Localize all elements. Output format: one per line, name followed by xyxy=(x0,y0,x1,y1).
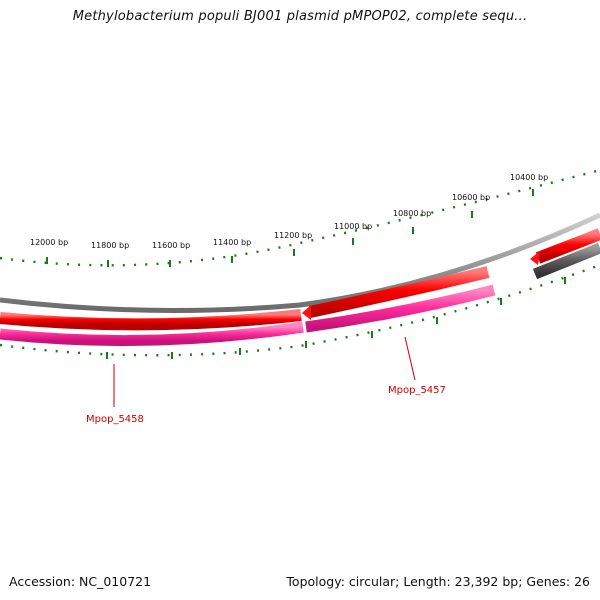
gene-label-leader xyxy=(404,336,416,381)
tick-label: 10800 bp xyxy=(393,209,431,218)
major-ticks-lower xyxy=(106,277,566,359)
gene-label-mpop-5457[interactable]: Mpop_5457 xyxy=(388,385,446,396)
cds-track-right xyxy=(305,284,496,333)
tick-label: 10400 bp xyxy=(510,173,548,182)
dark-gene-segment xyxy=(532,242,600,280)
cds-track-left xyxy=(0,321,304,347)
tick-label: 11600 bp xyxy=(152,241,190,250)
tick-label: 11200 bp xyxy=(274,231,312,240)
gene-arrowhead-middle xyxy=(302,305,311,320)
gene-arrowhead-right xyxy=(530,251,540,265)
tick-label: 11800 bp xyxy=(91,241,129,250)
map-title: Methylobacterium populi BJ001 plasmid pM… xyxy=(72,9,528,24)
tick-label: 11000 bp xyxy=(334,222,372,231)
tick-label: 12000 bp xyxy=(30,238,68,247)
major-ticks-upper xyxy=(46,189,534,267)
tick-label: 10600 bp xyxy=(452,193,490,202)
backbone-line xyxy=(0,212,600,313)
tick-label: 11400 bp xyxy=(213,238,251,247)
tick-labels: 12000 bp 11800 bp 11600 bp 11400 bp 1120… xyxy=(30,173,548,250)
gene-arc-left xyxy=(0,309,302,331)
gene-arc-middle xyxy=(308,266,490,318)
accession-text: Accession: NC_010721 xyxy=(9,574,152,589)
gene-label-mpop-5458[interactable]: Mpop_5458 xyxy=(86,414,144,425)
gene-arc-right xyxy=(535,228,600,264)
topology-stats-text: Topology: circular; Length: 23,392 bp; G… xyxy=(286,574,590,589)
